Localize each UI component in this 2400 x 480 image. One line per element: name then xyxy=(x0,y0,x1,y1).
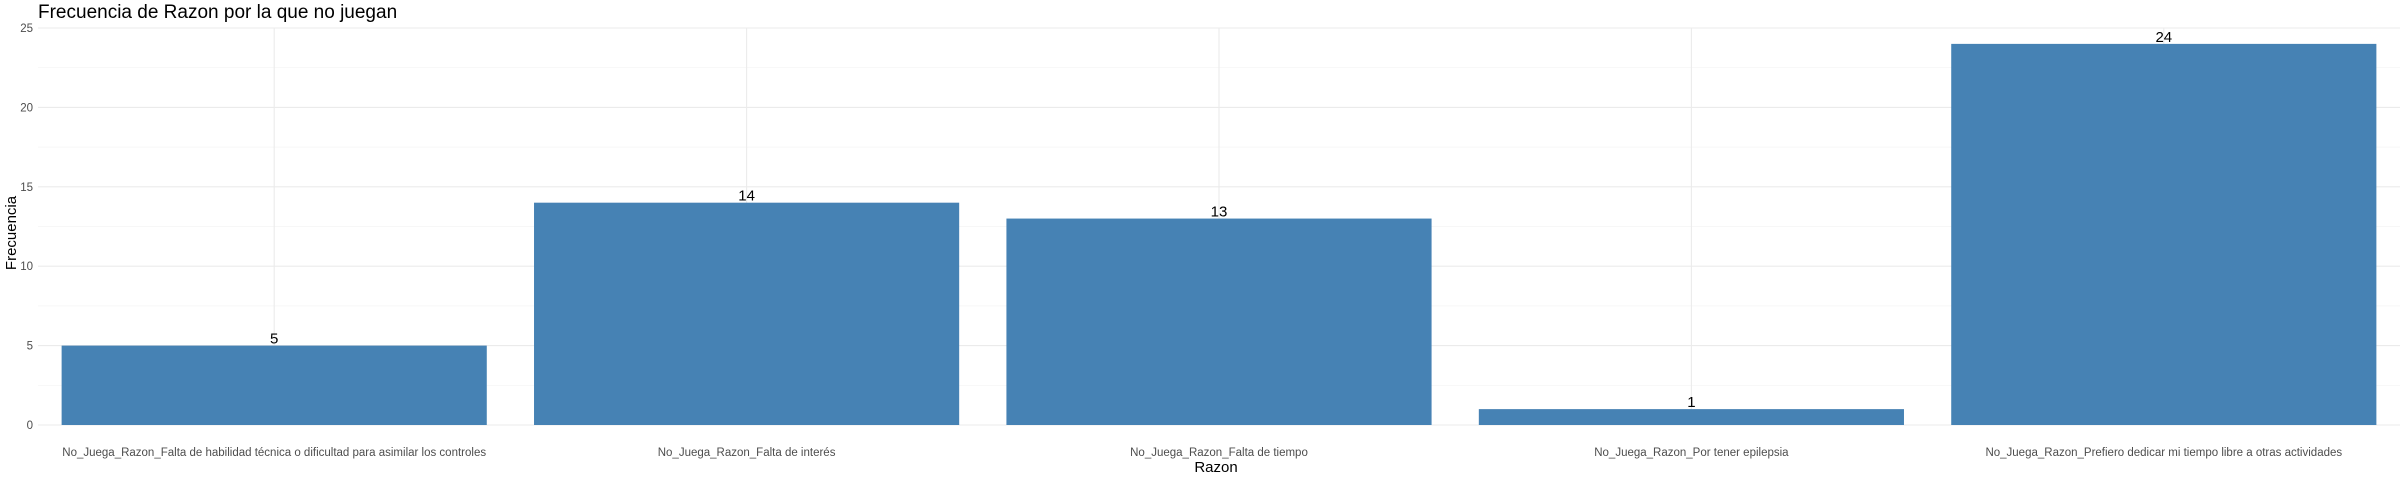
chart-title: Frecuencia de Razon por la que no juegan xyxy=(38,2,397,23)
y-tick-label: 10 xyxy=(20,261,33,273)
y-tick-labels: 0 5 10 15 20 25 xyxy=(20,23,33,432)
bar xyxy=(61,345,487,425)
y-tick-label: 0 xyxy=(27,420,33,432)
bar xyxy=(1478,409,1904,425)
x-tick-label: No_Juega_Razon_Falta de tiempo xyxy=(1130,447,1308,459)
x-tick-label: No_Juega_Razon_Prefiero dedicar mi tiemp… xyxy=(1985,447,2342,459)
x-tick-label: No_Juega_Razon_Falta de interés xyxy=(658,447,836,459)
y-tick-label: 25 xyxy=(20,23,33,35)
x-tick-label: No_Juega_Razon_Por tener epilepsia xyxy=(1594,447,1789,459)
y-tick-label: 5 xyxy=(27,341,33,353)
y-tick-label: 15 xyxy=(20,182,33,194)
data-label: 14 xyxy=(738,188,755,205)
bar xyxy=(1951,43,2377,425)
bar xyxy=(534,202,960,425)
y-axis-title: Frecuencia xyxy=(3,195,20,270)
data-label: 5 xyxy=(270,331,278,348)
data-label: 1 xyxy=(1687,394,1695,411)
y-tick-label: 20 xyxy=(20,102,33,114)
data-label: 24 xyxy=(2155,29,2172,46)
x-tick-label: No_Juega_Razon_Falta de habilidad técnic… xyxy=(62,447,486,459)
bar xyxy=(1006,218,1432,425)
x-tick-labels: No_Juega_Razon_Falta de habilidad técnic… xyxy=(62,447,2342,459)
data-label: 13 xyxy=(1211,204,1228,221)
x-axis-title: Razon xyxy=(1194,459,1237,476)
bars xyxy=(61,43,2377,425)
data-labels: 5 14 13 1 24 xyxy=(270,29,2172,411)
